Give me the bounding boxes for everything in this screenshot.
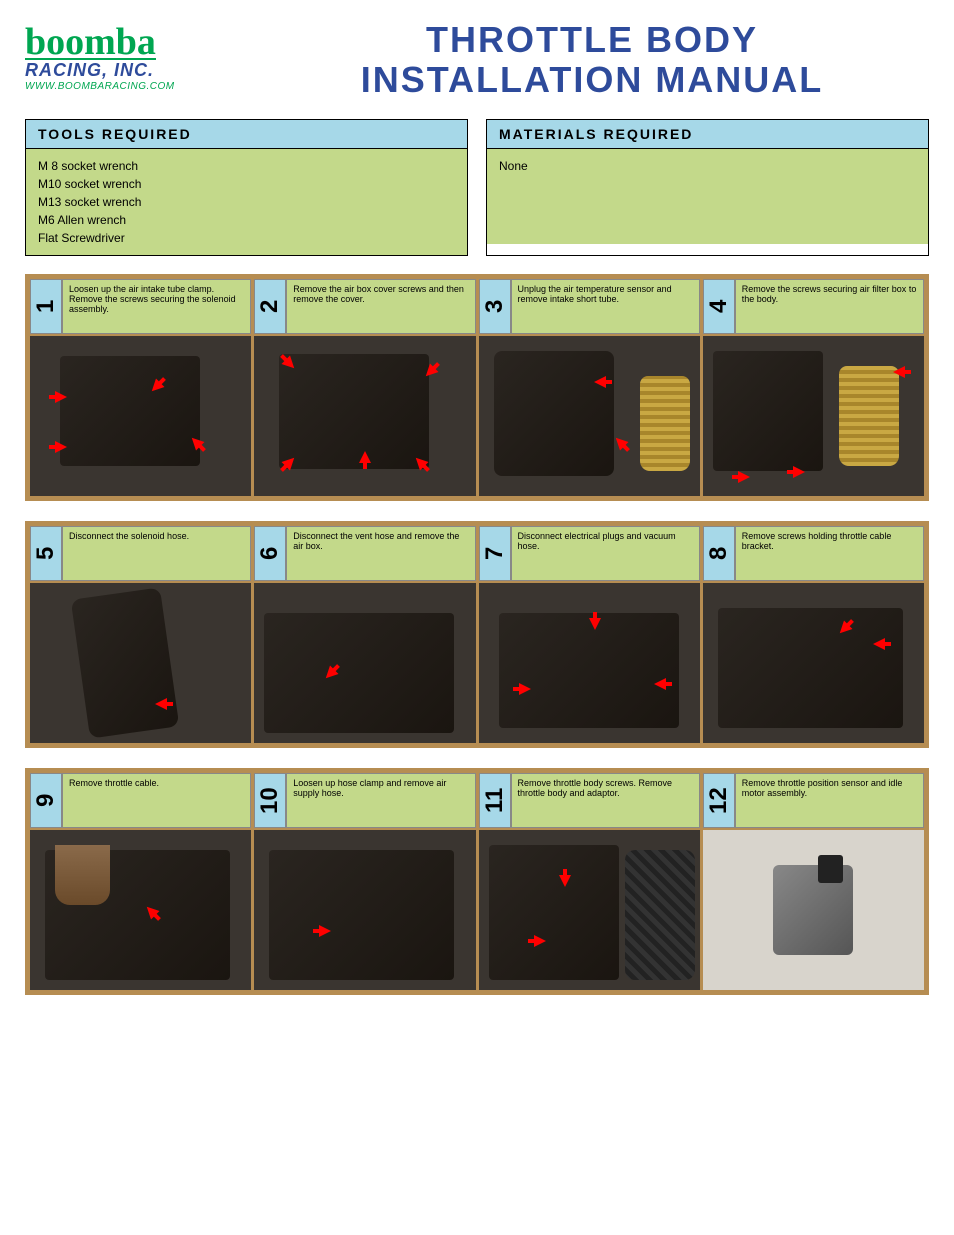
company-logo: boomba RACING, INC. WWW.BOOMBARACING.COM [25, 27, 225, 91]
step-10-image [254, 830, 478, 990]
step-10-num: 10 [254, 773, 286, 828]
step-5-num: 5 [30, 526, 62, 581]
step-12-image [703, 830, 924, 990]
step-8-num: 8 [703, 526, 735, 581]
step-11-image [479, 830, 703, 990]
step-4-desc: 4 Remove the screws securing air filter … [703, 279, 924, 334]
step-1-num: 1 [30, 279, 62, 334]
step-7-image [479, 583, 703, 743]
step-6-text: Disconnect the vent hose and remove the … [286, 526, 475, 581]
step-4-image [703, 336, 924, 496]
logo-subtitle: RACING, INC. [25, 60, 225, 81]
steps-section-3: 9 Remove throttle cable. 10 Loosen up ho… [25, 768, 929, 995]
step-6-image [254, 583, 478, 743]
step-8-text: Remove screws holding throttle cable bra… [735, 526, 924, 581]
step-7-num: 7 [479, 526, 511, 581]
step-3-desc: 3 Unplug the air temperature sensor and … [479, 279, 703, 334]
logo-url: WWW.BOOMBARACING.COM [25, 81, 225, 92]
logo-main: boomba [25, 27, 156, 59]
step-11-text: Remove throttle body screws. Remove thro… [511, 773, 700, 828]
step-6-num: 6 [254, 526, 286, 581]
step-2-num: 2 [254, 279, 286, 334]
step-11-num: 11 [479, 773, 511, 828]
step-12-desc: 12 Remove throttle position sensor and i… [703, 773, 924, 828]
step-5-image [30, 583, 254, 743]
step-10-desc: 10 Loosen up hose clamp and remove air s… [254, 773, 478, 828]
step-7-desc: 7 Disconnect electrical plugs and vacuum… [479, 526, 703, 581]
step-12-num: 12 [703, 773, 735, 828]
step-1-text: Loosen up the air intake tube clamp. Rem… [62, 279, 251, 334]
step-12-text: Remove throttle position sensor and idle… [735, 773, 924, 828]
step-2-desc: 2 Remove the air box cover screws and th… [254, 279, 478, 334]
steps-section-2: 5 Disconnect the solenoid hose. 6 Discon… [25, 521, 929, 748]
step-4-num: 4 [703, 279, 735, 334]
step-8-image [703, 583, 924, 743]
step-9-num: 9 [30, 773, 62, 828]
step-10-text: Loosen up hose clamp and remove air supp… [286, 773, 475, 828]
tools-body: M 8 socket wrench M10 socket wrench M13 … [26, 149, 467, 255]
steps-section-1: 1 Loosen up the air intake tube clamp. R… [25, 274, 929, 501]
tools-header: TOOLS REQUIRED [26, 120, 467, 149]
step-2-text: Remove the air box cover screws and then… [286, 279, 475, 334]
document-header: boomba RACING, INC. WWW.BOOMBARACING.COM… [25, 20, 929, 99]
step-5-desc: 5 Disconnect the solenoid hose. [30, 526, 254, 581]
step-4-text: Remove the screws securing air filter bo… [735, 279, 924, 334]
tools-required-box: TOOLS REQUIRED M 8 socket wrench M10 soc… [25, 119, 468, 256]
step-6-desc: 6 Disconnect the vent hose and remove th… [254, 526, 478, 581]
document-title: THROTTLE BODY INSTALLATION MANUAL [255, 20, 929, 99]
step-9-desc: 9 Remove throttle cable. [30, 773, 254, 828]
step-3-text: Unplug the air temperature sensor and re… [511, 279, 700, 334]
step-1-desc: 1 Loosen up the air intake tube clamp. R… [30, 279, 254, 334]
step-3-image [479, 336, 703, 496]
materials-required-box: MATERIALS REQUIRED None [486, 119, 929, 256]
step-2-image [254, 336, 478, 496]
step-1-image [30, 336, 254, 496]
step-11-desc: 11 Remove throttle body screws. Remove t… [479, 773, 703, 828]
step-7-text: Disconnect electrical plugs and vacuum h… [511, 526, 700, 581]
step-3-num: 3 [479, 279, 511, 334]
step-9-image [30, 830, 254, 990]
step-8-desc: 8 Remove screws holding throttle cable b… [703, 526, 924, 581]
materials-body: None [487, 149, 928, 244]
requirements-row: TOOLS REQUIRED M 8 socket wrench M10 soc… [25, 119, 929, 256]
step-5-text: Disconnect the solenoid hose. [62, 526, 251, 581]
materials-header: MATERIALS REQUIRED [487, 120, 928, 149]
step-9-text: Remove throttle cable. [62, 773, 251, 828]
